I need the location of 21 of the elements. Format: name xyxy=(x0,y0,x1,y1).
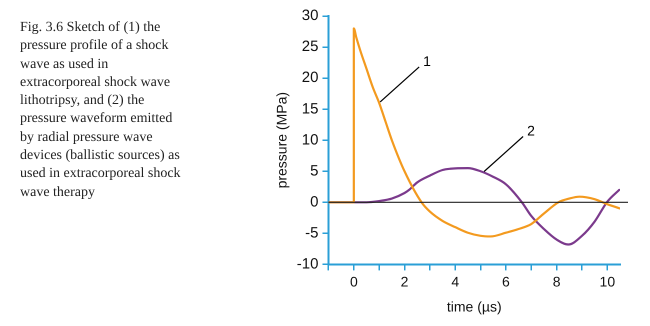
y-tick-label: -5 xyxy=(305,224,318,242)
y-tick-label: 20 xyxy=(302,69,318,86)
y-tick-label: 5 xyxy=(310,162,318,180)
y-tick-label: 25 xyxy=(302,38,318,56)
text: Fig. 3.6 Sketch of (1) the pressure profile of a shock wave as used in extracorporeal shock wave lithotripsy, and (2) the pressure waveform emitted by radial pressure wave devices (ballistic sources) as used in extracorporeal shock wave therapy xyxy=(20,20,181,200)
annotation: 2 xyxy=(527,122,536,138)
annotation: 1 xyxy=(423,52,432,69)
y-tick-label: 10 xyxy=(302,131,318,148)
y-tick-label: -10 xyxy=(296,256,318,273)
x-tick-label: 2 xyxy=(400,274,409,290)
x-tick-label: 8 xyxy=(552,274,561,290)
x-tick-label: 6 xyxy=(502,274,510,290)
y-tick-label: 15 xyxy=(302,100,318,118)
y-tick-label: 0 xyxy=(310,193,318,210)
line-series xyxy=(328,27,620,238)
y-axis-title: pressure (MPa) xyxy=(273,92,290,188)
x-axis-title: time (µs) xyxy=(446,298,502,314)
x-tick-label: 0 xyxy=(350,274,358,290)
x-tick-label: 10 xyxy=(600,274,616,290)
y-tick-label: 30 xyxy=(302,7,318,24)
x-tick-label: 4 xyxy=(451,274,460,290)
